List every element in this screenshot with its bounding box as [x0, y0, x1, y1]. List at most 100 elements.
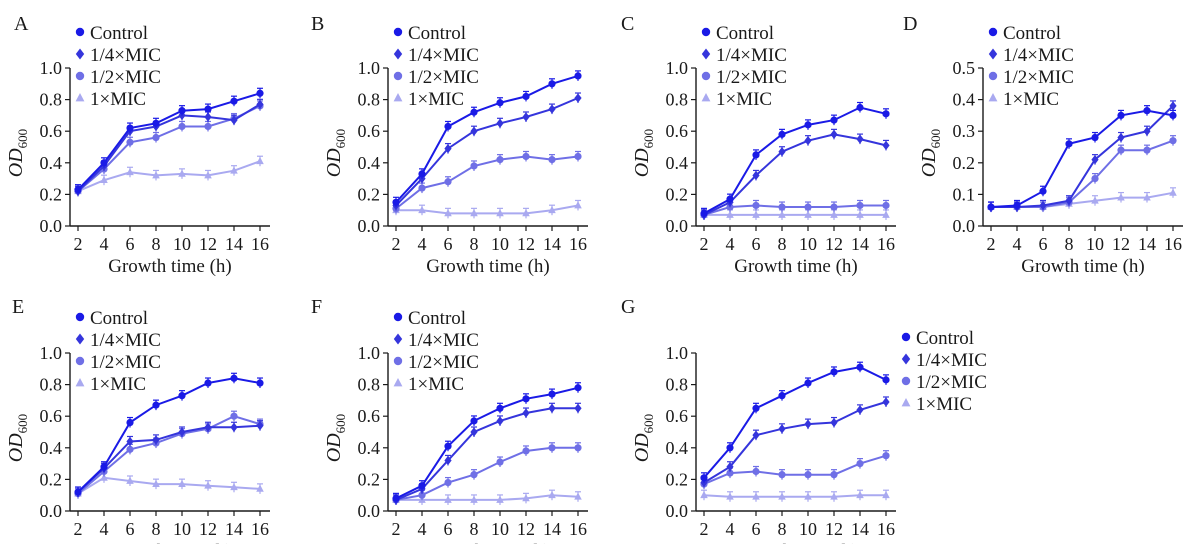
x-tick-label: 4: [726, 234, 735, 254]
series-line: [703, 494, 886, 498]
series-one-mic: [700, 209, 890, 220]
data-point: [444, 442, 452, 450]
legend-label: 1/4×MIC: [90, 45, 161, 66]
data-point: [230, 374, 238, 382]
data-point: [1143, 193, 1151, 201]
legend-marker: [988, 27, 998, 37]
data-point: [804, 379, 812, 387]
legend-marker: [901, 353, 911, 365]
data-point: [496, 99, 504, 107]
data-point: [987, 203, 995, 211]
x-tick-label: 2: [392, 519, 401, 539]
series-one-mic: [700, 489, 890, 502]
data-point: [522, 152, 530, 161]
data-point: [126, 167, 134, 176]
x-tick-label: 8: [1065, 234, 1074, 254]
data-point: [726, 444, 734, 452]
x-tick-label: 16: [877, 519, 895, 539]
data-point: [548, 205, 556, 214]
data-point: [126, 436, 134, 447]
x-tick-label: 10: [799, 234, 817, 254]
legend-label: Control: [916, 328, 974, 349]
data-point: [548, 104, 556, 114]
data-point: [1117, 111, 1125, 119]
x-tick-label: 4: [100, 234, 109, 254]
data-point: [1169, 101, 1177, 111]
series-line: [395, 74, 579, 203]
y-tick-label: 1.0: [40, 58, 63, 78]
y-tick-label: 0.4: [666, 438, 689, 458]
series-control: [700, 361, 890, 483]
legend-marker: [393, 377, 403, 387]
series-control: [392, 70, 582, 208]
x-axis-label: Growth time (h): [426, 541, 549, 544]
data-point: [548, 156, 556, 164]
data-point: [1013, 201, 1021, 210]
legend-label: 1/2×MIC: [916, 372, 987, 393]
series-line: [703, 133, 887, 216]
legend-marker: [988, 71, 998, 81]
series-line: [77, 92, 261, 191]
y-tick-label: 0.4: [953, 90, 976, 110]
legend-label: 1×MIC: [916, 394, 972, 415]
legend-marker: [701, 48, 711, 60]
y-axis-label: OD600: [5, 414, 30, 462]
data-point: [882, 452, 890, 460]
x-tick-label: 14: [851, 234, 869, 254]
data-point: [856, 210, 864, 218]
data-point: [178, 107, 186, 115]
x-tick-label: 4: [418, 519, 427, 539]
data-point: [230, 115, 238, 125]
legend-label: 1×MIC: [1003, 89, 1059, 110]
x-tick-label: 2: [74, 234, 83, 254]
legend-marker: [901, 332, 911, 342]
data-point: [548, 490, 556, 499]
data-point: [444, 143, 452, 154]
panel-d: D 0.0 0.1 0.2 0.3 0.4 0.5 2 4 6 8 10 12 14 16 Growth ti…: [903, 13, 1183, 277]
data-point: [830, 116, 838, 124]
data-point: [752, 170, 760, 181]
data-point: [882, 490, 890, 499]
data-point: [752, 467, 760, 476]
data-point: [470, 471, 478, 479]
legend-label: Control: [408, 23, 466, 44]
legend-label: 1/2×MIC: [90, 352, 161, 373]
x-tick-label: 2: [987, 234, 996, 254]
data-point: [830, 417, 838, 428]
data-point: [778, 392, 786, 400]
data-point: [178, 122, 186, 131]
data-point: [256, 156, 264, 165]
data-point: [204, 379, 212, 387]
x-tick-label: 2: [700, 234, 709, 254]
data-point: [700, 490, 708, 499]
x-tick-label: 10: [799, 519, 817, 539]
y-axis-label: OD600: [631, 129, 656, 177]
data-point: [1143, 126, 1151, 136]
data-point: [418, 205, 426, 214]
legend-marker: [701, 92, 711, 102]
data-point: [574, 152, 582, 161]
legend-marker: [393, 312, 403, 322]
data-point: [444, 122, 452, 131]
data-point: [204, 122, 212, 131]
series-line: [77, 103, 261, 192]
y-tick-label: 0.6: [358, 406, 381, 426]
x-tick-label: 16: [251, 519, 269, 539]
data-point: [496, 404, 504, 412]
data-point: [804, 419, 812, 429]
data-point: [548, 403, 556, 413]
x-tick-label: 16: [569, 519, 587, 539]
legend-label: 1×MIC: [90, 374, 146, 395]
legend-marker: [988, 48, 998, 60]
data-point: [418, 491, 426, 499]
y-tick-label: 0.6: [666, 121, 689, 141]
data-point: [752, 151, 760, 159]
data-point: [882, 210, 890, 218]
y-axis-label: OD600: [323, 414, 348, 462]
y-tick-label: 0.6: [666, 406, 689, 426]
data-point: [470, 495, 478, 503]
legend-marker: [393, 356, 403, 366]
y-tick-label: 0.6: [40, 406, 63, 426]
